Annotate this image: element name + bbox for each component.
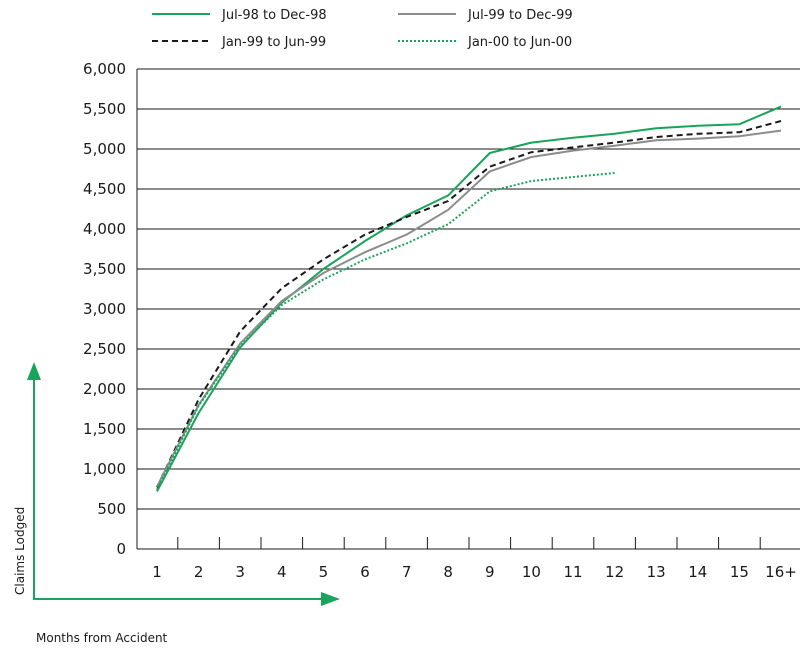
x-tick-label: 10 — [522, 563, 541, 581]
y-tick-label: 2,500 — [83, 340, 126, 358]
grid-lines — [136, 68, 800, 550]
y-axis-arrow-head — [27, 362, 41, 380]
y-tick-label: 3,000 — [83, 300, 126, 318]
y-tick-label: 4,500 — [83, 180, 126, 198]
y-axis-label: Claims Lodged — [13, 507, 27, 595]
x-tick-label: 16+ — [765, 563, 797, 581]
y-tick-label: 5,000 — [83, 140, 126, 158]
x-tick-label: 8 — [443, 563, 453, 581]
series-line-4 — [156, 172, 615, 491]
y-tick-label: 0 — [116, 540, 126, 558]
x-tick-label: 7 — [402, 563, 412, 581]
axis-arrows — [27, 362, 340, 606]
y-tick-label: 1,500 — [83, 420, 126, 438]
x-tick-label: 15 — [730, 563, 749, 581]
y-tick-label: 2,000 — [83, 380, 126, 398]
x-tick-label: 5 — [319, 563, 329, 581]
x-tick-label: 13 — [647, 563, 666, 581]
x-tick-label: 3 — [235, 563, 245, 581]
series-lines — [156, 105, 782, 492]
x-tick-label: 14 — [688, 563, 707, 581]
x-tick-label: 11 — [563, 563, 582, 581]
y-tick-label: 6,000 — [83, 60, 126, 78]
x-axis-arrow-head — [321, 592, 340, 606]
y-axis-tick-labels: 0 500 1,000 1,500 2,000 2,500 3,000 3,500 4,000 4… — [83, 60, 126, 558]
legend: Jul-98 to Dec-98 Jan-99 to Jun-99 Jul-99 t… — [152, 8, 573, 50]
x-axis-label: Months from Accident — [36, 631, 168, 645]
x-tick-label: 9 — [485, 563, 495, 581]
x-tick-label: 12 — [605, 563, 624, 581]
y-tick-label: 4,000 — [83, 220, 126, 238]
legend-label-3: Jul-99 to Dec-99 — [467, 8, 573, 23]
x-tick-label: 1 — [152, 563, 162, 581]
series-line-1 — [156, 105, 782, 492]
legend-label-4: Jan-00 to Jun-00 — [467, 35, 572, 50]
x-axis-tick-labels: 1 2 3 4 5 6 7 8 9 10 11 12 13 14 15 16+ — [152, 537, 797, 581]
x-tick-label: 2 — [194, 563, 204, 581]
y-tick-label: 500 — [97, 500, 126, 518]
series-line-2 — [156, 120, 782, 488]
legend-label-2: Jan-99 to Jun-99 — [221, 35, 326, 50]
series-line-3 — [156, 129, 782, 488]
y-tick-label: 5,500 — [83, 100, 126, 118]
y-tick-label: 3,500 — [83, 260, 126, 278]
y-tick-label: 1,000 — [83, 460, 126, 478]
x-tick-label: 4 — [277, 563, 287, 581]
x-tick-label: 6 — [360, 563, 370, 581]
legend-label-1: Jul-98 to Dec-98 — [221, 8, 327, 23]
